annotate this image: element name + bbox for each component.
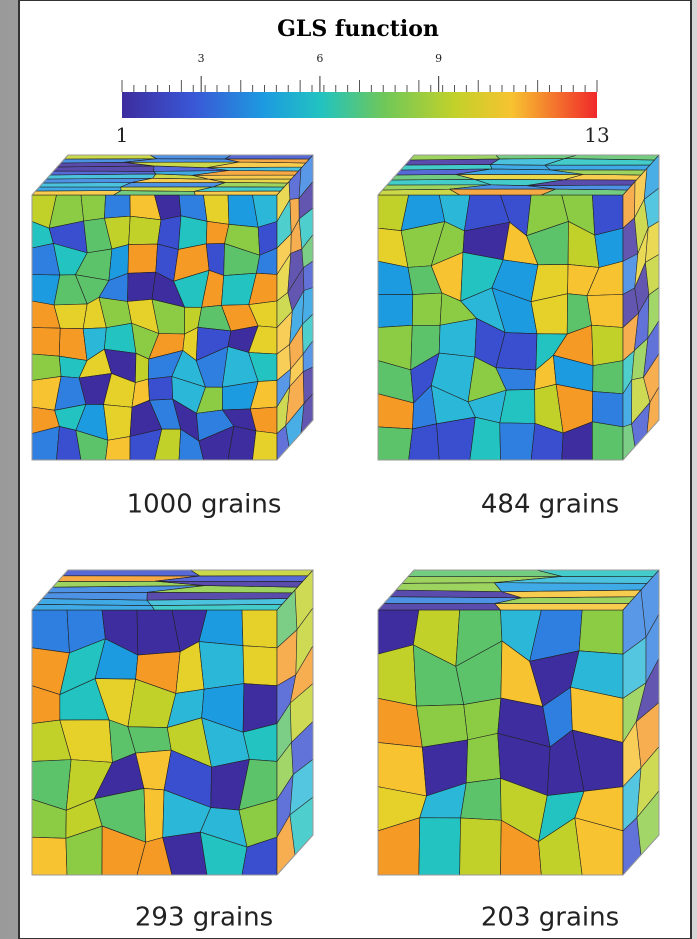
grain [500, 423, 535, 460]
grain [242, 610, 277, 648]
tick-label: 6 [316, 52, 323, 65]
tick-label: 9 [435, 52, 442, 65]
grain [81, 195, 106, 221]
grain [106, 437, 131, 460]
grain [409, 424, 440, 460]
grain [378, 294, 413, 327]
grain [401, 165, 492, 170]
grain [32, 328, 60, 357]
grain [225, 155, 313, 159]
panel-caption: 293 grains [135, 903, 273, 933]
grain [470, 417, 501, 460]
grain [460, 818, 502, 875]
grain [148, 376, 172, 400]
grain [450, 189, 556, 195]
grain [461, 778, 502, 820]
panel-caption: 1000 grains [127, 490, 282, 520]
grain [191, 570, 314, 576]
grain [150, 155, 232, 159]
grain [158, 216, 181, 250]
grain [199, 610, 243, 646]
grain [592, 325, 623, 365]
grain [204, 195, 229, 224]
grain [456, 174, 584, 179]
grain [595, 228, 623, 267]
colorbar [122, 92, 597, 118]
grain [378, 427, 413, 460]
grain [104, 195, 130, 218]
grain [419, 818, 461, 875]
grain [121, 182, 226, 187]
tick-label: 3 [198, 52, 205, 65]
figure: GLS function 3 6 9 1 13 1000 grains 484 grains… [0, 0, 697, 939]
grain [592, 391, 623, 426]
grain [378, 603, 501, 610]
grain [32, 191, 121, 195]
grain [32, 610, 69, 653]
grain [39, 183, 131, 187]
grain [129, 216, 161, 244]
grain [36, 187, 122, 191]
grain [144, 788, 164, 842]
max-label: 13 [584, 123, 609, 147]
grain [128, 244, 158, 273]
grain [243, 646, 277, 686]
grain [192, 175, 295, 179]
grain [593, 361, 623, 394]
figure-title: GLS function [277, 16, 439, 42]
grain [437, 417, 476, 460]
grain [579, 610, 623, 654]
grain [63, 570, 200, 576]
grain [59, 328, 87, 360]
grain [396, 583, 502, 592]
grain [592, 422, 623, 460]
grain [378, 698, 422, 747]
grain [32, 837, 67, 875]
min-label: 1 [116, 123, 129, 147]
grain [42, 592, 147, 600]
panel-caption: 203 grains [481, 903, 619, 933]
grain [378, 645, 417, 706]
grain [408, 570, 562, 577]
grain [147, 592, 292, 600]
grain [128, 272, 156, 301]
grain [32, 354, 61, 381]
grain [495, 603, 629, 610]
grain [587, 294, 623, 327]
panel-caption: 484 grains [481, 490, 619, 520]
grain [494, 583, 647, 592]
grain [199, 642, 244, 690]
grain [439, 318, 477, 357]
grain [410, 155, 500, 160]
grain [104, 323, 136, 353]
grain [253, 431, 278, 460]
grain [104, 405, 132, 441]
grain [64, 155, 156, 159]
grain [412, 293, 442, 325]
grain [128, 727, 171, 753]
grain [545, 165, 650, 170]
grain [466, 733, 500, 783]
